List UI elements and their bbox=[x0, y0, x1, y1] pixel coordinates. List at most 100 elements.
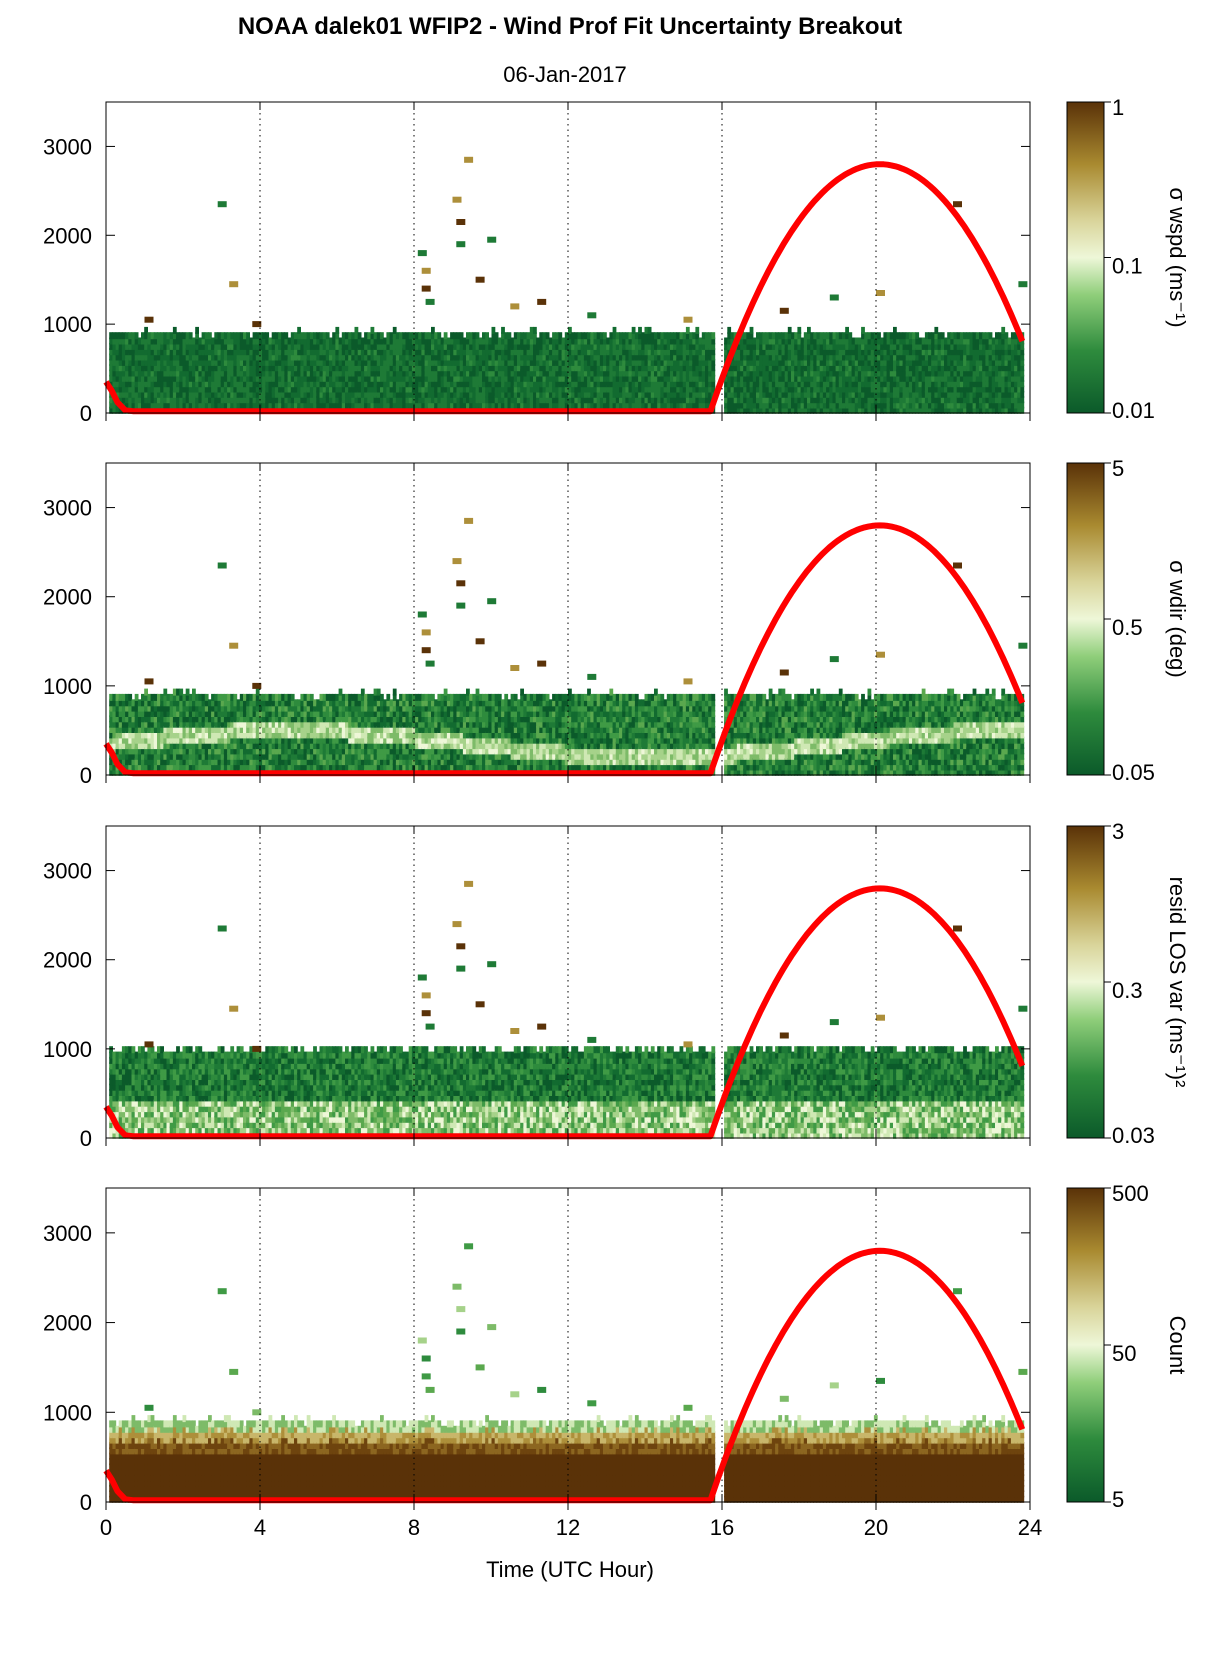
heatmap-cell bbox=[389, 353, 394, 361]
heatmap-cell bbox=[771, 353, 776, 361]
heatmap-cell bbox=[555, 374, 560, 382]
heatmap-cell bbox=[666, 396, 671, 404]
heatmap-cell bbox=[220, 358, 225, 366]
heatmap-cell bbox=[195, 396, 199, 404]
heatmap-cell bbox=[625, 353, 630, 361]
heatmap-cell bbox=[348, 364, 352, 372]
heatmap-cell bbox=[437, 358, 442, 366]
heatmap-cell bbox=[160, 364, 164, 372]
heatmap-cell bbox=[303, 364, 308, 372]
heatmap-cell bbox=[698, 358, 703, 366]
heatmap-cell bbox=[255, 332, 260, 340]
heatmap-cell bbox=[797, 348, 802, 356]
heatmap-cell bbox=[848, 385, 853, 393]
heatmap-cell bbox=[533, 401, 537, 409]
heatmap-cell bbox=[491, 364, 496, 372]
heatmap-cell bbox=[794, 390, 798, 398]
heatmap-cell bbox=[131, 385, 136, 393]
heatmap-cell bbox=[838, 396, 843, 404]
heatmap-cell bbox=[141, 364, 145, 372]
heatmap-cell bbox=[188, 380, 193, 388]
heatmap-cell bbox=[338, 342, 343, 350]
heatmap-cell bbox=[271, 401, 276, 409]
heatmap-cell bbox=[612, 385, 617, 393]
heatmap-cell bbox=[504, 380, 509, 388]
heatmap-cell bbox=[112, 374, 117, 382]
heatmap-cell bbox=[418, 348, 422, 356]
heatmap-cell bbox=[332, 364, 336, 372]
heatmap-cell bbox=[386, 332, 391, 340]
heatmap-cell bbox=[787, 342, 792, 350]
heatmap-cell bbox=[771, 385, 776, 393]
heatmap-cell bbox=[144, 358, 148, 366]
heatmap-cell bbox=[775, 385, 779, 393]
heatmap-cell bbox=[109, 364, 113, 372]
heatmap-cell bbox=[842, 390, 846, 398]
heatmap-cell bbox=[144, 332, 148, 340]
heatmap-cell bbox=[529, 353, 534, 361]
heatmap-cell bbox=[526, 342, 531, 350]
heatmap-cell bbox=[746, 406, 751, 414]
heatmap-cell bbox=[612, 342, 617, 350]
heatmap-cell bbox=[348, 332, 352, 340]
heatmap-cell bbox=[284, 390, 289, 398]
heatmap-cell bbox=[297, 353, 301, 361]
heatmap-cell bbox=[141, 337, 145, 345]
heatmap-cell bbox=[615, 401, 620, 409]
heatmap-cell bbox=[204, 401, 209, 409]
heatmap-cell bbox=[838, 385, 843, 393]
heatmap-cell bbox=[810, 348, 814, 356]
heatmap-cell bbox=[415, 342, 419, 350]
heatmap-cell bbox=[861, 332, 865, 340]
heatmap-cell bbox=[536, 342, 540, 350]
heatmap-cell bbox=[870, 385, 875, 393]
heatmap-cell bbox=[797, 358, 802, 366]
heatmap-cell bbox=[309, 374, 314, 382]
heatmap-cell bbox=[545, 401, 550, 409]
heatmap-cell bbox=[587, 342, 591, 350]
heatmap-cell bbox=[405, 385, 410, 393]
heatmap-cell bbox=[813, 348, 818, 356]
heatmap-cell bbox=[848, 401, 853, 409]
heatmap-cell bbox=[364, 401, 368, 409]
heatmap-cell bbox=[845, 385, 849, 393]
heatmap-cell bbox=[478, 401, 483, 409]
heatmap-cell bbox=[373, 401, 378, 409]
heatmap-cell bbox=[208, 369, 212, 377]
heatmap-cell bbox=[880, 380, 884, 388]
heatmap-cell bbox=[405, 332, 410, 340]
heatmap-cell bbox=[472, 364, 477, 372]
heatmap-cell bbox=[800, 353, 805, 361]
heatmap-cell bbox=[214, 401, 219, 409]
heatmap-cell bbox=[695, 385, 700, 393]
heatmap-cell bbox=[558, 401, 563, 409]
heatmap-cell bbox=[153, 353, 158, 361]
heatmap-cell bbox=[405, 337, 410, 345]
heatmap-cell bbox=[443, 385, 448, 393]
heatmap-cell bbox=[332, 380, 336, 388]
heatmap-cell bbox=[341, 348, 346, 356]
heatmap-cell bbox=[810, 385, 814, 393]
heatmap-cell bbox=[558, 380, 563, 388]
heatmap-cell bbox=[134, 348, 139, 356]
heatmap-cell bbox=[246, 337, 250, 345]
heatmap-cell bbox=[427, 337, 432, 345]
heatmap-cell bbox=[211, 390, 215, 398]
heatmap-cell bbox=[647, 342, 652, 350]
heatmap-cell bbox=[832, 369, 837, 377]
heatmap-cell bbox=[695, 396, 700, 404]
heatmap-cell bbox=[354, 364, 359, 372]
heatmap-cell bbox=[373, 337, 378, 345]
heatmap-cell bbox=[797, 369, 802, 377]
heatmap-cell bbox=[803, 342, 808, 350]
heatmap-cell bbox=[829, 374, 834, 382]
heatmap-cell bbox=[784, 358, 789, 366]
heatmap-cell bbox=[781, 364, 786, 372]
heatmap-cell bbox=[781, 348, 786, 356]
heatmap-cell bbox=[258, 364, 263, 372]
heatmap-cell bbox=[452, 196, 462, 203]
heatmap-cell bbox=[791, 374, 795, 382]
heatmap-cell bbox=[325, 374, 330, 382]
heatmap-cell bbox=[192, 364, 196, 372]
heatmap-cell bbox=[848, 358, 853, 366]
